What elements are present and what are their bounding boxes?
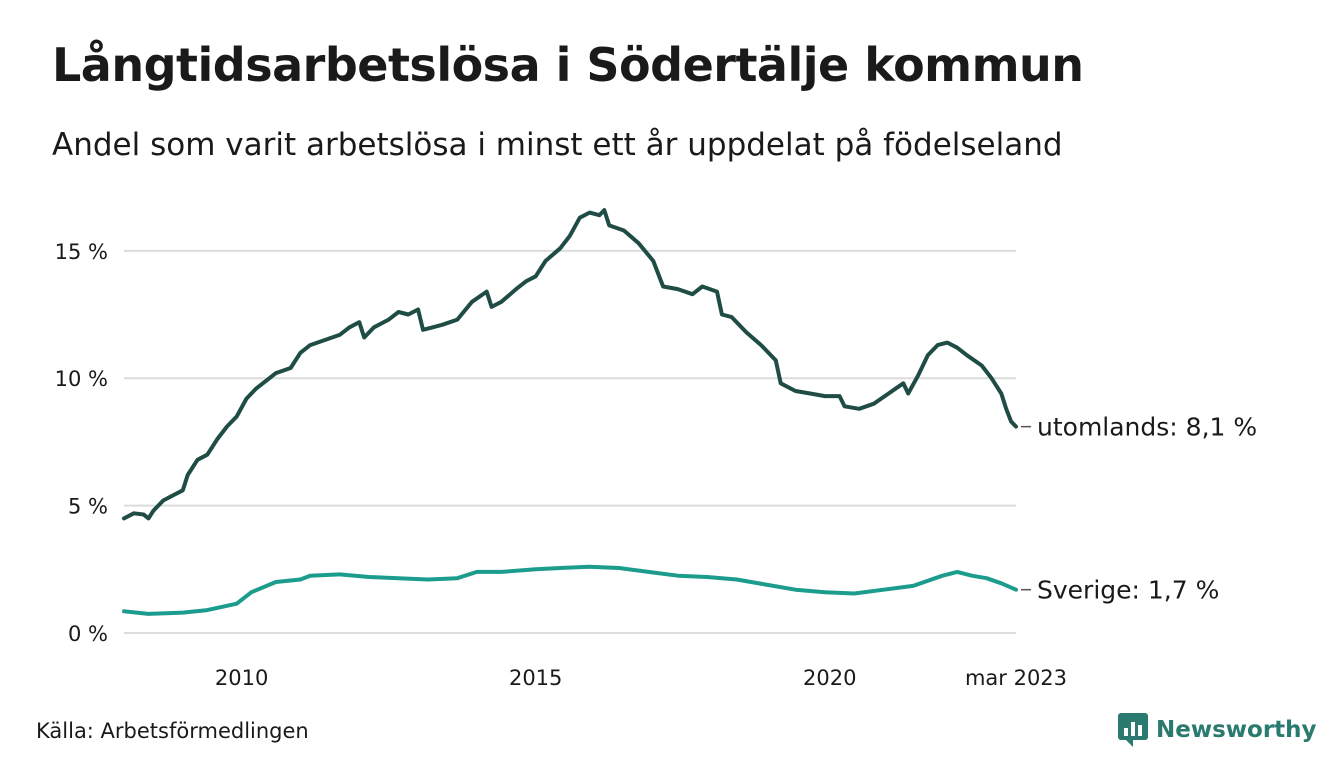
brand-name: Newsworthy (1156, 717, 1317, 743)
x-tick-label: 2015 (509, 666, 562, 690)
x-axis-ticks: 2010 2015 2020 mar 2023 (215, 666, 1067, 690)
newsworthy-logo-icon (1118, 713, 1148, 747)
brand-logo: Newsworthy (1118, 712, 1317, 748)
x-tick-label: 2020 (803, 666, 856, 690)
end-label-utomlands: utomlands: 8,1 % (1037, 413, 1257, 442)
source-note: Källa: Arbetsförmedlingen (36, 719, 309, 743)
grid-lines (124, 249, 1016, 634)
y-axis-ticks: 0 % 5 % 10 % 15 % (55, 240, 108, 646)
x-tick-label: mar 2023 (965, 666, 1067, 690)
chart-title: Långtidsarbetslösa i Södertälje kommun (52, 38, 1084, 92)
x-tick-label: 2010 (215, 666, 268, 690)
series-line-sverige (122, 564, 1018, 616)
y-tick-label: 0 % (68, 622, 108, 646)
series-line-utomlands (122, 208, 1018, 521)
y-tick-label: 15 % (55, 240, 108, 264)
series-lines (122, 208, 1018, 616)
chart-subtitle: Andel som varit arbetslösa i minst ett å… (52, 127, 1063, 163)
y-tick-label: 5 % (68, 495, 108, 519)
y-tick-label: 10 % (55, 367, 108, 391)
end-labels: utomlands: 8,1 % Sverige: 1,7 % (1021, 413, 1257, 605)
end-label-sverige: Sverige: 1,7 % (1037, 576, 1219, 605)
